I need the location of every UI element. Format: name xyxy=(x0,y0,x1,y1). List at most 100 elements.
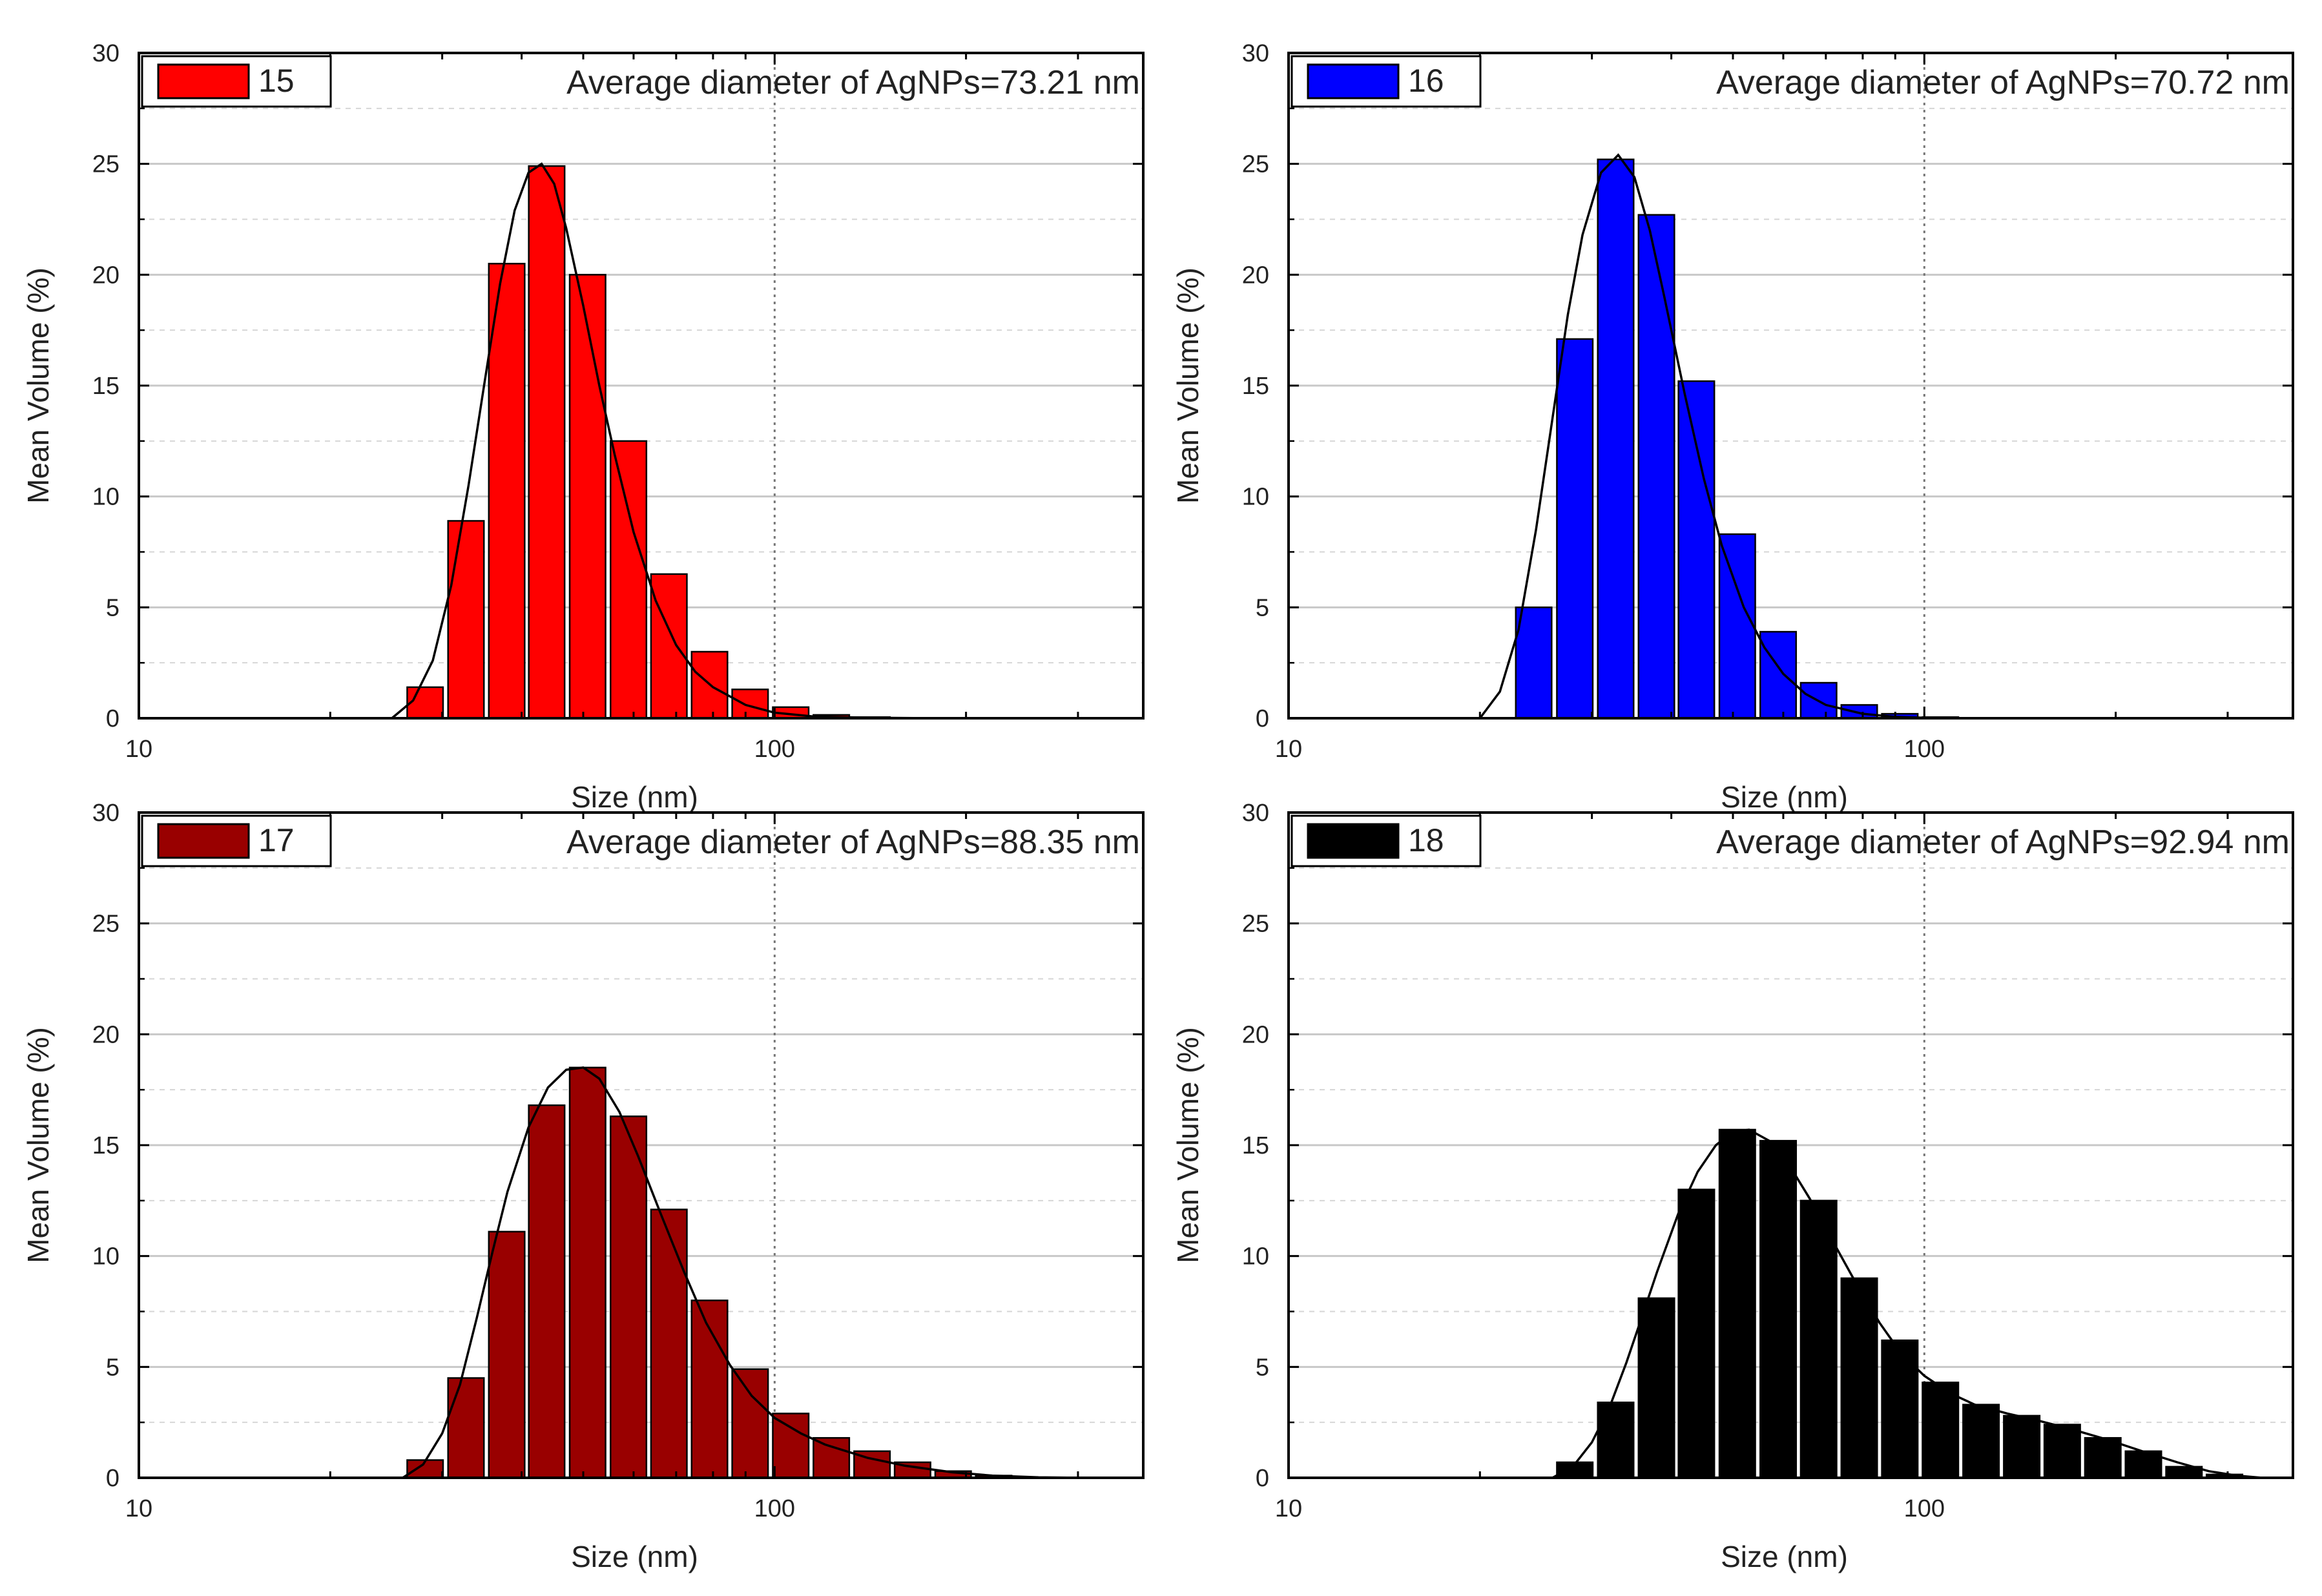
bar xyxy=(1799,1199,1838,1479)
chart-panel: 0 5 10 15 20 25 30 10 100 Size (nm) Mean Volume (%… xyxy=(21,800,1145,1573)
y-tick-label: 25 xyxy=(1242,151,1269,178)
bar xyxy=(488,262,526,720)
x-tick-label: 100 xyxy=(754,1495,795,1522)
chart-panel: 0 5 10 15 20 25 30 10 100 Size (nm) Mean Volume (%… xyxy=(1171,800,2294,1573)
y-tick-label: 0 xyxy=(1256,1465,1269,1492)
legend-label: 15 xyxy=(258,63,295,99)
bar xyxy=(528,165,566,720)
bar xyxy=(731,1368,769,1479)
bar xyxy=(1962,1404,2000,1479)
legend-swatch xyxy=(157,823,250,859)
y-axis-label: Mean Volume (%) xyxy=(1171,1027,1205,1263)
bar xyxy=(406,686,444,720)
average-diameter-annotation: Average diameter of AgNPs=92.94 nm xyxy=(1716,824,2290,861)
y-tick-label: 10 xyxy=(1242,1243,1269,1270)
fit-curve xyxy=(391,162,937,720)
legend: 18 xyxy=(1291,814,1482,867)
bar xyxy=(1840,1277,1878,1479)
y-tick-label: 30 xyxy=(1242,800,1269,827)
y-tick-label: 25 xyxy=(92,911,119,938)
bar xyxy=(1881,1339,1919,1479)
chart-panel: 0 5 10 15 20 25 30 10 100 Size (nm) Mean Volume (%… xyxy=(1171,40,2294,814)
y-tick-label: 20 xyxy=(1242,262,1269,289)
y-tick-label: 20 xyxy=(92,262,119,289)
bar xyxy=(1515,606,1553,720)
y-tick-label: 5 xyxy=(106,594,119,621)
bar xyxy=(447,520,485,720)
x-tick-label: 10 xyxy=(1275,736,1302,763)
x-tick-label: 10 xyxy=(1275,1495,1302,1522)
bar xyxy=(1922,1382,1960,1479)
x-axis-label: Size (nm) xyxy=(571,780,698,814)
y-tick-label: 5 xyxy=(106,1354,119,1381)
bar xyxy=(2003,1415,2041,1479)
y-tick-label: 20 xyxy=(1242,1021,1269,1048)
x-axis-label: Size (nm) xyxy=(1721,780,1848,814)
fit-curve xyxy=(1551,1128,2263,1479)
y-tick-label: 30 xyxy=(1242,40,1269,67)
fit-curve xyxy=(402,1066,1078,1479)
legend: 15 xyxy=(141,55,332,108)
bar xyxy=(447,1377,485,1479)
x-axis-label: Size (nm) xyxy=(571,1540,698,1573)
y-tick-label: 15 xyxy=(92,373,119,400)
bar xyxy=(528,1104,566,1479)
x-tick-label: 100 xyxy=(1904,736,1945,763)
bar xyxy=(1718,533,1756,720)
legend-label: 16 xyxy=(1408,63,1444,99)
bar xyxy=(1597,1402,1635,1479)
bar xyxy=(488,1230,526,1479)
y-tick-label: 0 xyxy=(106,1465,119,1492)
legend-swatch xyxy=(157,63,250,99)
legend-swatch xyxy=(1307,63,1400,99)
y-tick-label: 15 xyxy=(1242,1132,1269,1159)
bar xyxy=(1840,704,1878,720)
bar xyxy=(650,573,688,720)
x-tick-label: 10 xyxy=(125,736,152,763)
bar xyxy=(1556,338,1594,720)
bar xyxy=(610,440,648,720)
bar xyxy=(813,1436,851,1479)
bar xyxy=(731,689,769,720)
y-tick-label: 10 xyxy=(1242,484,1269,511)
bar xyxy=(2043,1424,2081,1479)
legend-label: 17 xyxy=(258,822,295,858)
y-tick-label: 30 xyxy=(92,800,119,827)
bar xyxy=(610,1115,648,1479)
y-tick-label: 25 xyxy=(1242,911,1269,938)
bar xyxy=(1677,1188,1716,1479)
bar xyxy=(1759,630,1798,720)
y-tick-label: 10 xyxy=(92,484,119,511)
bar xyxy=(772,1413,810,1479)
legend: 16 xyxy=(1291,55,1482,108)
y-axis-label: Mean Volume (%) xyxy=(21,267,55,504)
bar xyxy=(1637,214,1675,720)
average-diameter-annotation: Average diameter of AgNPs=88.35 nm xyxy=(566,824,1140,861)
fit-curve xyxy=(1478,153,1951,720)
y-tick-label: 0 xyxy=(106,705,119,732)
y-tick-label: 5 xyxy=(1256,594,1269,621)
bar xyxy=(650,1208,688,1479)
bar xyxy=(1677,380,1716,720)
x-tick-label: 100 xyxy=(754,736,795,763)
legend-swatch xyxy=(1307,823,1400,859)
legend: 17 xyxy=(141,814,332,867)
bar xyxy=(1759,1139,1798,1479)
y-tick-label: 5 xyxy=(1256,1354,1269,1381)
y-tick-label: 25 xyxy=(92,151,119,178)
x-axis-label: Size (nm) xyxy=(1721,1540,1848,1573)
y-axis-label: Mean Volume (%) xyxy=(1171,267,1205,504)
bar xyxy=(1718,1128,1756,1479)
x-tick-label: 10 xyxy=(125,1495,152,1522)
legend-label: 18 xyxy=(1408,822,1444,858)
y-tick-label: 15 xyxy=(1242,373,1269,400)
y-tick-label: 30 xyxy=(92,40,119,67)
y-tick-label: 0 xyxy=(1256,705,1269,732)
y-tick-label: 15 xyxy=(92,1132,119,1159)
x-tick-label: 100 xyxy=(1904,1495,1945,1522)
y-tick-label: 20 xyxy=(92,1021,119,1048)
average-diameter-annotation: Average diameter of AgNPs=73.21 nm xyxy=(566,64,1140,101)
y-axis-label: Mean Volume (%) xyxy=(21,1027,55,1263)
